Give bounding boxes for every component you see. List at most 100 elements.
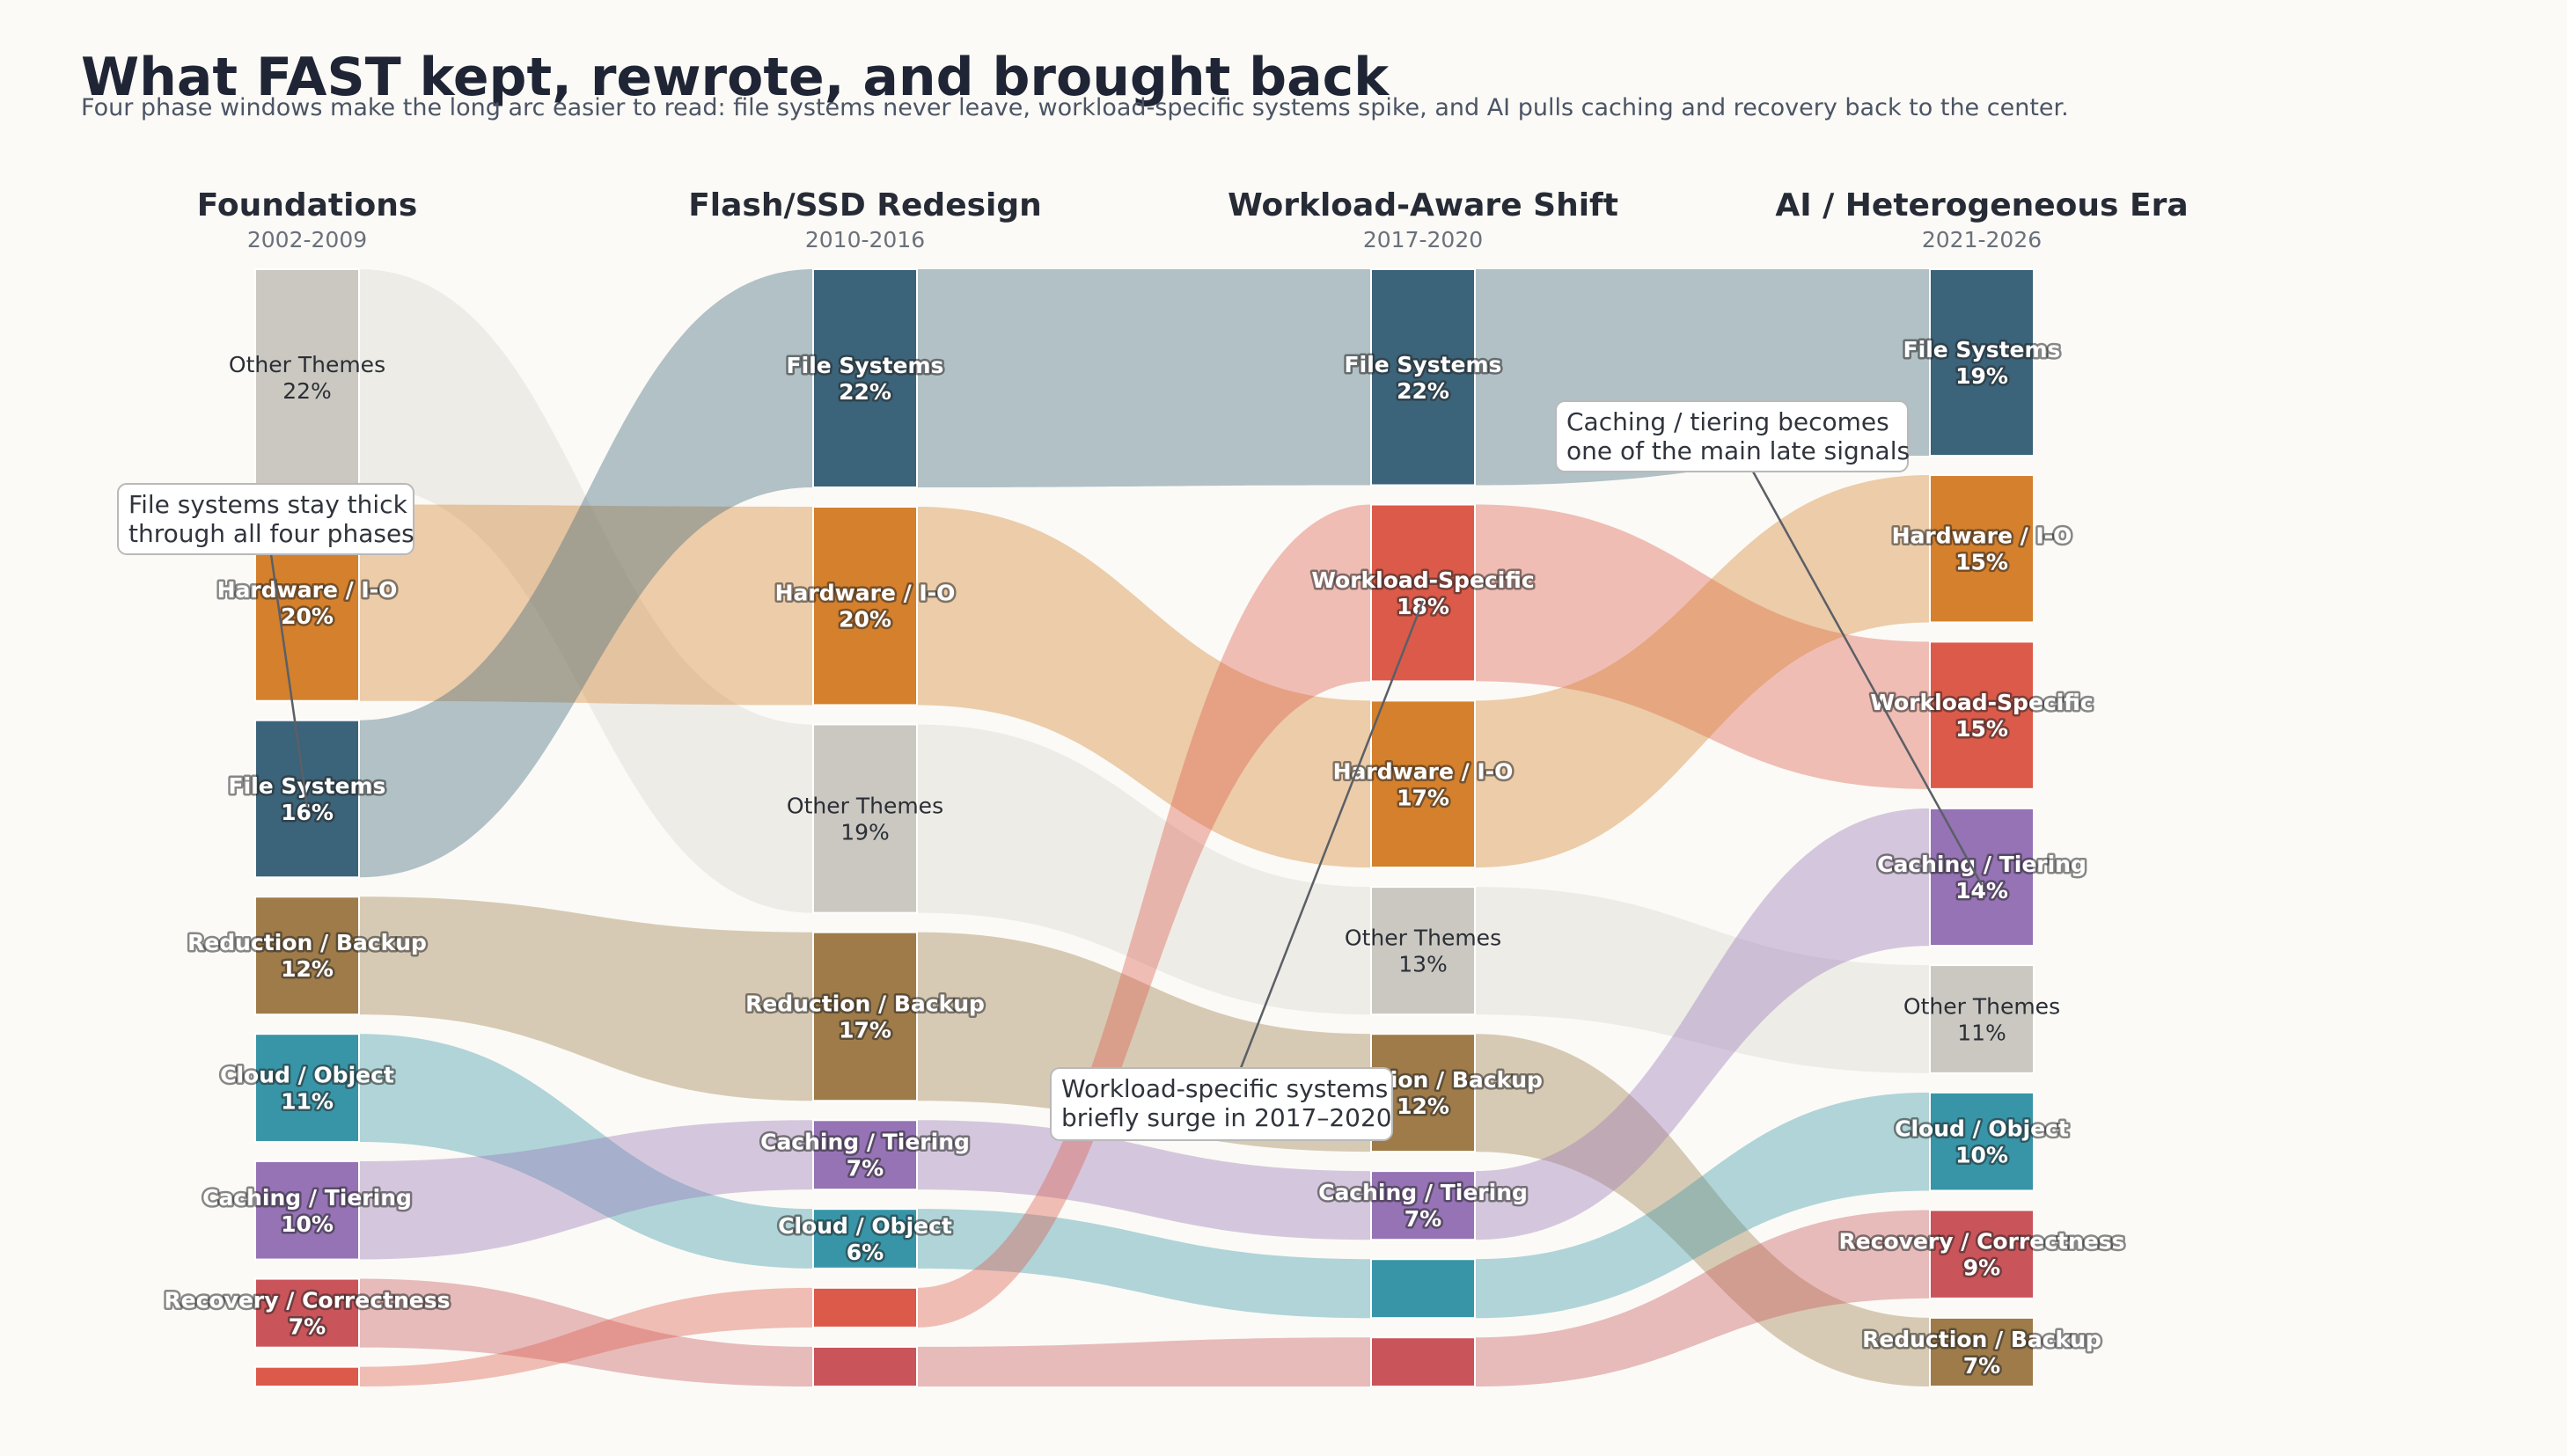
node-cloud-object-phase-2 [1370,1258,1476,1320]
phase-title-ai-heterogeneous-era: AI / Heterogeneous Era [1775,187,2188,223]
phase-headers: Foundations 2002-2009 Flash/SSD Redesign 20… [197,187,2189,252]
node-label-recovery-correctness-phase-3: Recovery / Correctness [1838,1229,2124,1255]
node-file-systems-phase-2 [1370,268,1476,487]
phase-years-flash-ssd-redesign: 2010-2016 [805,227,925,252]
node-label-other-themes-phase-1: Other Themes [787,794,943,819]
node-other-themes-phase-2 [1370,886,1476,1016]
node-pct-reduction-backup-phase-3: 7% [1963,1353,2000,1379]
node-pct-caching-tiering-phase-0: 10% [281,1211,334,1237]
node-label-other-themes-phase-0: Other Themes [229,352,385,377]
annotation-leader-2 [1239,600,1425,1069]
annotation-text-0-0: File systems stay thick [128,490,408,519]
flow-file-systems-phase-0-to-1 [359,269,813,878]
node-pct-caching-tiering-phase-3: 14% [1955,878,2008,904]
node-pct-cloud-object-phase-3: 10% [1955,1143,2008,1168]
chart-subtitle: Four phase windows make the long arc eas… [81,94,2069,121]
node-label-cloud-object-phase-3: Cloud / Object [1895,1116,2069,1142]
node-pct-workload-specific-phase-2: 18% [1397,594,1449,619]
phase-title-flash-ssd-redesign: Flash/SSD Redesign [688,187,1042,223]
node-pct-file-systems-phase-1: 22% [839,379,891,405]
node-caching-tiering-phase-3 [1929,807,2035,947]
node-label-cloud-object-phase-1: Cloud / Object [778,1213,952,1239]
phase-years-workload-aware-shift: 2017-2020 [1363,227,1483,252]
annotation-text-1-0: Caching / tiering becomes [1566,407,1889,436]
node-recovery-correctness-phase-1 [812,1345,918,1387]
node-hardware-i-o-phase-3 [1929,474,2035,624]
node-workload-specific-phase-2 [1370,503,1476,683]
flow-recovery-correctness-phase-1-to-2 [917,1337,1371,1386]
flow-file-systems-phase-1-to-2 [917,269,1371,487]
node-pct-cloud-object-phase-1: 6% [847,1240,884,1265]
flow-reduction-backup-phase-2-to-3 [1475,1034,1930,1386]
node-cloud-object-phase-0 [254,1033,360,1143]
node-file-systems-phase-0 [254,719,360,879]
phase-title-foundations: Foundations [197,187,418,223]
node-reduction-backup-phase-3 [1929,1316,2035,1388]
node-workload-specific-phase-0 [254,1365,360,1388]
phase-years-foundations: 2002-2009 [247,227,367,252]
node-pct-other-themes-phase-3: 11% [1957,1020,2006,1045]
node-hardware-i-o-phase-1 [812,506,918,706]
phase-years-ai-heterogeneous-era: 2021-2026 [1922,227,2042,252]
node-pct-reduction-backup-phase-1: 17% [839,1017,891,1043]
node-file-systems-phase-1 [812,268,918,488]
node-cloud-object-phase-1 [812,1208,918,1269]
flow-reduction-backup-phase-0-to-1 [359,896,813,1101]
node-pct-reduction-backup-phase-2: 12% [1397,1094,1449,1119]
node-pct-hardware-i-o-phase-1: 20% [839,607,891,633]
node-pct-hardware-i-o-phase-0: 20% [281,604,334,629]
node-label-caching-tiering-phase-2: Caching / Tiering [1318,1180,1528,1205]
annotation-text-0-1: through all four phases [128,519,414,548]
annotation-box-1 [1555,400,1909,472]
node-label-hardware-i-o-phase-0: Hardware / I-O [217,577,398,603]
annotation-leader-1 [1751,471,1984,886]
node-reduction-backup-phase-1 [812,931,918,1102]
node-pct-other-themes-phase-2: 13% [1398,952,1448,977]
flow-cloud-object-phase-2-to-3 [1475,1092,1930,1319]
node-label-file-systems-phase-0: File Systems [229,773,386,799]
flow-workload-specific-phase-1-to-2 [917,504,1371,1328]
flow-hardware-i-o-phase-1-to-2 [917,507,1371,868]
node-other-themes-phase-3 [1929,964,2035,1074]
node-caching-tiering-phase-1 [812,1119,918,1191]
phase-title-workload-aware-shift: Workload-Aware Shift [1228,187,1618,223]
flow-workload-specific-phase-2-to-3 [1475,504,1930,789]
node-pct-recovery-correctness-phase-0: 7% [289,1314,326,1340]
node-recovery-correctness-phase-2 [1370,1336,1476,1387]
annotation-text-1-1: one of the main late signals [1566,436,1910,465]
node-label-workload-specific-phase-3: Workload-Specific [1870,690,2093,715]
node-other-themes-phase-0 [254,268,360,487]
annotation-leader-0 [269,553,309,808]
node-label-reduction-backup-phase-1: Reduction / Backup [745,991,985,1016]
node-label-file-systems-phase-2: File Systems [1345,352,1502,377]
node-pct-hardware-i-o-phase-3: 15% [1955,550,2008,575]
node-label-recovery-correctness-phase-0: Recovery / Correctness [164,1288,450,1313]
node-pct-recovery-correctness-phase-3: 9% [1963,1255,2000,1281]
node-reduction-backup-phase-0 [254,896,360,1016]
node-pct-hardware-i-o-phase-2: 17% [1397,785,1449,810]
node-pct-workload-specific-phase-3: 15% [1955,716,2008,742]
chart-title: What FAST kept, rewrote, and brought bac… [81,47,1390,108]
node-pct-cloud-object-phase-0: 11% [281,1089,334,1115]
annotation-box-0 [117,483,414,555]
flow-other-themes-phase-1-to-2 [917,724,1371,1015]
node-label-other-themes-phase-2: Other Themes [1345,926,1501,951]
flow-caching-tiering-phase-1-to-2 [917,1120,1371,1240]
node-pct-other-themes-phase-0: 22% [282,378,332,404]
node-pct-reduction-backup-phase-0: 12% [281,956,334,982]
annotation-text-2-0: Workload-specific systems [1061,1074,1388,1103]
node-label-caching-tiering-phase-1: Caching / Tiering [760,1130,970,1155]
node-cloud-object-phase-3 [1929,1091,2035,1192]
node-label-caching-tiering-phase-0: Caching / Tiering [202,1185,412,1211]
flow-hardware-i-o-phase-0-to-1 [359,504,813,706]
annotation-text-2-1: briefly surge in 2017–2020 [1061,1103,1392,1132]
node-caching-tiering-phase-2 [1370,1170,1476,1241]
node-label-workload-specific-phase-2: Workload-Specific [1311,567,1534,593]
node-label-hardware-i-o-phase-3: Hardware / I-O [1892,523,2072,549]
node-recovery-correctness-phase-3 [1929,1209,2035,1299]
node-pct-file-systems-phase-3: 19% [1955,363,2008,389]
node-pct-file-systems-phase-2: 22% [1397,378,1449,404]
flow-other-themes-phase-0-to-1 [359,269,813,913]
